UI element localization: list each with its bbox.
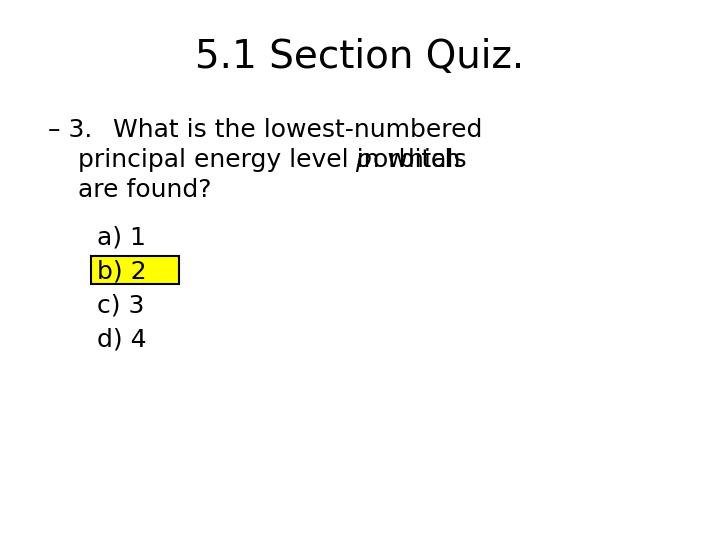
FancyBboxPatch shape <box>91 256 179 284</box>
Text: – 3.: – 3. <box>48 118 92 142</box>
Text: a) 1: a) 1 <box>97 225 146 249</box>
Text: principal energy level in which: principal energy level in which <box>78 148 469 172</box>
Text: d) 4: d) 4 <box>97 327 147 351</box>
Text: c) 3: c) 3 <box>97 293 145 317</box>
Text: orbitals: orbitals <box>364 148 467 172</box>
Text: b) 2: b) 2 <box>97 259 147 283</box>
Text: p: p <box>355 148 371 172</box>
Text: 5.1 Section Quiz.: 5.1 Section Quiz. <box>195 38 525 76</box>
Text: are found?: are found? <box>78 178 212 202</box>
Text: What is the lowest-numbered: What is the lowest-numbered <box>113 118 482 142</box>
